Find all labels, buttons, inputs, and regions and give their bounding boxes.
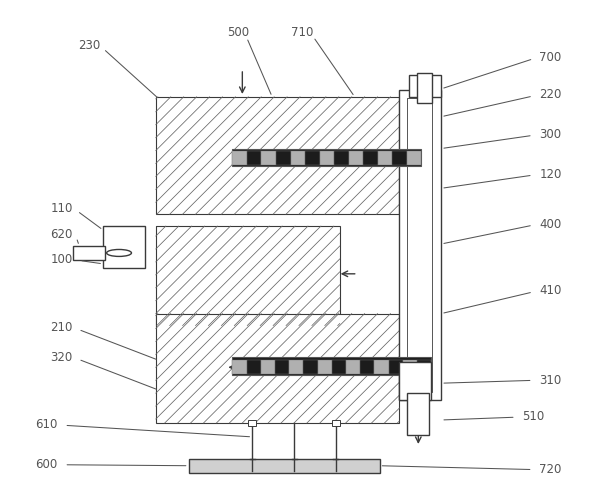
Bar	[334, 152, 349, 165]
Bar	[156, 226, 340, 326]
Bar	[407, 393, 429, 435]
Bar	[363, 152, 378, 165]
Bar	[262, 152, 276, 165]
Text: 720: 720	[539, 463, 562, 476]
Text: 620: 620	[50, 227, 73, 241]
Text: 710: 710	[291, 26, 313, 39]
Bar	[247, 152, 262, 165]
Bar	[275, 360, 289, 374]
Bar	[417, 360, 431, 374]
Bar	[156, 313, 400, 423]
Text: 120: 120	[539, 168, 562, 181]
Bar	[232, 360, 247, 374]
Bar	[418, 73, 432, 103]
Bar	[103, 226, 145, 268]
Bar	[232, 357, 431, 375]
Text: 110: 110	[50, 202, 73, 215]
Bar	[332, 360, 346, 374]
Bar	[73, 246, 105, 260]
Text: 700: 700	[539, 51, 562, 64]
Bar	[156, 313, 400, 423]
Bar	[290, 152, 305, 165]
Bar	[247, 360, 261, 374]
Bar	[261, 360, 275, 374]
Bar	[289, 360, 304, 374]
Bar	[188, 459, 380, 473]
Bar	[248, 420, 256, 426]
Bar	[156, 97, 400, 214]
Text: 410: 410	[539, 284, 562, 297]
Bar	[156, 97, 400, 214]
Bar	[317, 360, 332, 374]
Bar	[304, 360, 317, 374]
Text: 610: 610	[35, 418, 58, 432]
Bar	[232, 152, 247, 165]
Text: 210: 210	[50, 321, 73, 334]
Text: 600: 600	[35, 458, 58, 471]
Text: 500: 500	[227, 26, 250, 39]
Ellipse shape	[107, 249, 131, 257]
Text: 230: 230	[78, 39, 100, 52]
Bar	[349, 152, 363, 165]
Bar	[346, 360, 360, 374]
Bar	[392, 152, 407, 165]
Bar	[276, 152, 290, 165]
Bar	[332, 420, 340, 426]
Text: 320: 320	[50, 351, 73, 364]
Text: 220: 220	[539, 88, 562, 102]
Bar	[400, 363, 431, 400]
Bar	[320, 152, 334, 165]
Text: 400: 400	[539, 218, 562, 231]
Bar	[232, 149, 421, 166]
Bar	[407, 152, 421, 165]
Text: 300: 300	[539, 128, 562, 141]
Bar	[156, 226, 340, 326]
Bar	[407, 98, 432, 392]
Bar	[403, 360, 417, 374]
Text: 310: 310	[539, 374, 562, 387]
Bar	[389, 360, 403, 374]
Bar	[305, 152, 320, 165]
Bar	[378, 152, 392, 165]
Bar	[409, 75, 441, 97]
Text: 510: 510	[523, 411, 545, 423]
Bar	[374, 360, 389, 374]
Bar	[360, 360, 374, 374]
Text: 100: 100	[50, 253, 73, 266]
Bar	[400, 90, 441, 400]
